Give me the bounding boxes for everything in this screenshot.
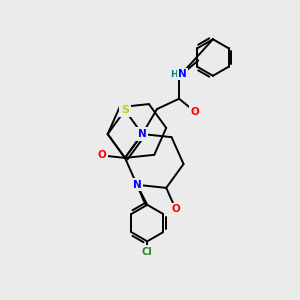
Text: N: N [133, 180, 141, 190]
Text: O: O [191, 107, 200, 117]
Text: Cl: Cl [142, 247, 153, 256]
Text: S: S [121, 105, 129, 115]
Text: O: O [171, 204, 180, 214]
Text: N: N [138, 129, 147, 139]
Text: H: H [170, 70, 178, 79]
Text: O: O [97, 150, 106, 161]
Text: N: N [178, 69, 187, 79]
